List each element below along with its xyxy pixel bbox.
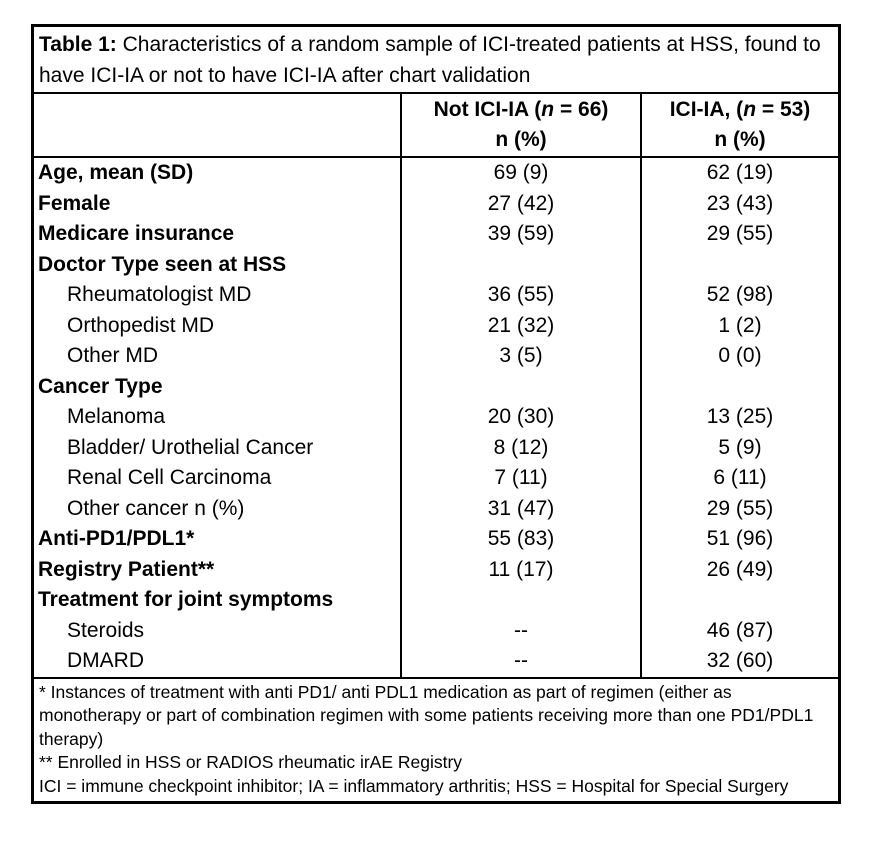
table-row: Medicare insurance 39 (59) 29 (55) [34,219,838,250]
row-value-icia: 5 (9) [640,432,838,463]
table-row: Treatment for joint symptoms [34,585,838,616]
header-not-icia-pre: Not ICI-IA ( [433,98,542,121]
table-row: Melanoma 20 (30) 13 (25) [34,402,838,433]
table-row: Orthopedist MD 21 (32) 1 (2) [34,310,838,341]
row-value-icia [640,371,838,402]
row-value-icia: 26 (49) [640,554,838,585]
table-row: Age, mean (SD) 69 (9) 62 (19) [34,158,838,189]
row-label: Registry Patient** [38,557,215,581]
table-row: Rheumatologist MD 36 (55) 52 (98) [34,280,838,311]
row-label: Treatment for joint symptoms [38,588,334,611]
row-label: Age, mean (SD) [38,161,194,184]
table-row: Anti-PD1/PDL1* 55 (83) 51 (96) [34,524,838,555]
row-value-not-icia: -- [400,646,640,677]
row-label: Renal Cell Carcinoma [67,466,272,489]
row-value-icia [640,585,838,616]
table-row: DMARD -- 32 (60) [34,646,838,677]
row-label: Other MD [67,344,159,367]
row-value-not-icia [400,371,640,402]
footnote-anti-pd1: * Instances of treatment with anti PD1/ … [39,681,814,749]
row-value-not-icia: 3 (5) [400,341,640,372]
row-value-not-icia: 11 (17) [400,554,640,585]
row-value-not-icia: 31 (47) [400,493,640,524]
row-value-not-icia: 21 (32) [400,310,640,341]
row-value-not-icia: 27 (42) [400,188,640,219]
header-not-icia-post: = 66) [554,98,609,121]
row-value-not-icia: 36 (55) [400,280,640,311]
table-row: Other MD 3 (5) 0 (0) [34,341,838,372]
row-value-icia: 51 (96) [640,524,838,555]
table-title-text: Characteristics of a random sample of IC… [39,33,821,87]
table-title: Table 1: Characteristics of a random sam… [34,27,838,94]
table-row: Renal Cell Carcinoma 7 (11) 6 (11) [34,463,838,494]
row-value-icia [640,249,838,280]
row-value-not-icia: 20 (30) [400,402,640,433]
table-row: Bladder/ Urothelial Cancer 8 (12) 5 (9) [34,432,838,463]
table-row: Cancer Type [34,371,838,402]
row-value-not-icia: 69 (9) [400,158,640,189]
row-value-not-icia [400,585,640,616]
header-icia-post: = 53) [756,98,811,121]
table-row: Female 27 (42) 23 (43) [34,188,838,219]
row-value-icia: 52 (98) [640,280,838,311]
row-value-not-icia: 55 (83) [400,524,640,555]
row-value-icia: 29 (55) [640,219,838,250]
row-label: Other cancer n (%) [67,496,245,520]
row-label: Doctor Type seen at HSS [38,252,287,276]
table-row: Registry Patient** 11 (17) 26 (49) [34,554,838,585]
footnote-registry: ** Enrolled in HSS or RADIOS rheumatic i… [39,752,463,773]
row-label: Orthopedist MD [67,313,215,337]
row-value-icia: 1 (2) [640,310,838,341]
table-title-label: Table 1: [39,33,117,56]
table-row: Other cancer n (%) 31 (47) 29 (55) [34,493,838,524]
row-value-not-icia: -- [400,615,640,646]
table-body: Age, mean (SD) 69 (9) 62 (19) Female 27 … [34,158,838,677]
header-empty-cell [34,94,400,156]
table-row: Doctor Type seen at HSS [34,249,838,280]
row-value-not-icia: 7 (11) [400,463,640,494]
header-not-icia: Not ICI-IA (n = 66) n (%) [400,94,640,156]
row-label: Female [38,191,111,215]
row-label: Rheumatologist MD [67,283,252,306]
table-row: Steroids -- 46 (87) [34,615,838,646]
row-value-icia: 29 (55) [640,493,838,524]
row-value-icia: 6 (11) [640,463,838,494]
header-not-icia-n: n [541,98,555,121]
table-1: Table 1: Characteristics of a random sam… [31,24,841,805]
row-value-icia: 0 (0) [640,341,838,372]
row-value-icia: 62 (19) [640,158,838,189]
header-icia-pre: ICI-IA, ( [669,98,744,121]
header-icia-line2: n (%) [714,128,766,151]
header-icia-n: n [743,98,757,121]
header-row: Not ICI-IA (n = 66) n (%) ICI-IA, (n = 5… [34,94,838,158]
row-label: Melanoma [67,405,166,428]
row-label: Medicare insurance [38,222,235,245]
row-label: Anti-PD1/PDL1* [38,527,195,550]
row-value-icia: 32 (60) [640,646,838,677]
row-value-icia: 46 (87) [640,615,838,646]
footnote-abbreviations: ICI = immune checkpoint inhibitor; IA = … [39,775,789,796]
row-value-icia: 23 (43) [640,188,838,219]
row-value-not-icia: 39 (59) [400,219,640,250]
header-not-icia-line2: n (%) [495,128,547,151]
row-value-not-icia: 8 (12) [400,432,640,463]
row-label: Bladder/ Urothelial Cancer [67,435,314,459]
row-label: Steroids [67,618,145,642]
row-value-icia: 13 (25) [640,402,838,433]
row-label: Cancer Type [38,374,163,398]
row-label: DMARD [67,649,144,672]
row-value-not-icia [400,249,640,280]
footnotes: * Instances of treatment with anti PD1/ … [34,676,838,802]
header-icia: ICI-IA, (n = 53) n (%) [640,94,838,156]
